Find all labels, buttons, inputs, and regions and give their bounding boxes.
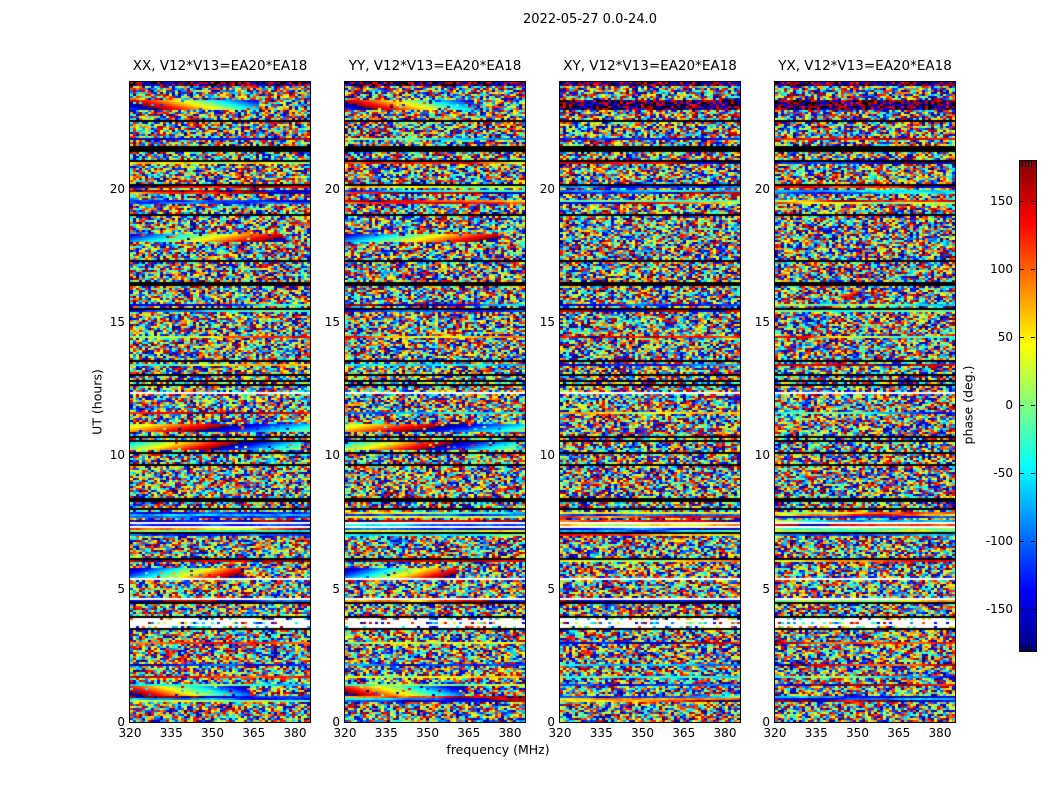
x-tick-label: 380: [928, 726, 952, 740]
x-tick-label: 380: [498, 726, 522, 740]
figure-title: 2022-05-27 0.0-24.0: [523, 12, 657, 27]
colorbar-tick-label: -100: [985, 534, 1013, 549]
x-tick-label: 365: [672, 726, 696, 740]
y-tick-label: 0: [117, 715, 125, 729]
y-tick-label: 20: [539, 181, 555, 196]
panel-title-xx: XX, V12*V13=EA20*EA18: [132, 58, 308, 74]
y-tick-label: 20: [324, 181, 340, 196]
colorbar-tick-mark: [1031, 609, 1035, 611]
y-axis-label: UT (hours): [89, 369, 105, 435]
colorbar-bottom-comb-ticks: [1022, 645, 1034, 651]
colorbar-tick-mark: [1020, 473, 1024, 475]
colorbar-tick-label: 0: [1005, 398, 1013, 412]
colorbar-tick-mark: [1020, 541, 1024, 543]
colorbar-tick-mark: [1031, 200, 1035, 202]
colorbar-tick-label: 100: [990, 261, 1013, 276]
x-tick-label: 320: [118, 726, 142, 740]
y-tick-label: 0: [762, 715, 770, 729]
colorbar-tick-label: 50: [997, 329, 1013, 344]
colorbar-tick-mark: [1031, 336, 1035, 338]
y-tick-label: 15: [754, 315, 770, 329]
panel-title-xy: XY, V12*V13=EA20*EA18: [563, 58, 737, 74]
panel-frame-xy: [559, 81, 741, 723]
x-axis-label: frequency (MHz): [446, 742, 550, 757]
colorbar-tick-mark: [1020, 609, 1024, 611]
x-tick-label: 365: [457, 726, 481, 740]
colorbar-tick-mark: [1031, 268, 1035, 270]
colorbar: [1019, 160, 1037, 652]
x-tick-label: 365: [242, 726, 266, 740]
x-tick-label: 365: [887, 726, 911, 740]
x-tick-label: 335: [804, 726, 828, 740]
y-tick-label: 0: [332, 715, 340, 729]
phase-heatmap-yy: [345, 82, 525, 722]
x-tick-label: 380: [283, 726, 307, 740]
colorbar-tick-mark: [1031, 541, 1035, 543]
y-tick-label: 5: [762, 581, 770, 596]
y-tick-label: 10: [754, 448, 770, 463]
y-tick-label: 10: [324, 448, 340, 463]
x-tick-label: 350: [201, 726, 224, 740]
x-tick-label: 320: [333, 726, 357, 740]
x-tick-label: 350: [631, 726, 654, 740]
panel-frame-yy: [344, 81, 526, 723]
colorbar-tick-mark: [1020, 268, 1024, 270]
panel-frame-yx: [774, 81, 956, 723]
y-tick-label: 5: [547, 581, 555, 596]
y-tick-label: 20: [754, 181, 770, 196]
x-tick-label: 350: [416, 726, 439, 740]
colorbar-tick-mark: [1020, 200, 1024, 202]
colorbar-tick-label: 150: [990, 193, 1013, 208]
colorbar-tick-mark: [1031, 473, 1035, 475]
colorbar-tick-mark: [1020, 336, 1024, 338]
y-tick-label: 10: [109, 448, 125, 463]
y-tick-label: 0: [547, 715, 555, 729]
colorbar-label: phase (deg.): [960, 365, 976, 445]
panel-frame-xx: [129, 81, 311, 723]
panel-title-yy: YY, V12*V13=EA20*EA18: [348, 58, 522, 74]
y-tick-label: 5: [332, 581, 340, 596]
colorbar-tick-label: -150: [985, 602, 1013, 617]
phase-heatmap-yx: [775, 82, 955, 722]
phase-heatmap-xx: [130, 82, 310, 722]
y-tick-label: 5: [117, 581, 125, 596]
x-tick-label: 335: [589, 726, 613, 740]
y-tick-label: 15: [539, 315, 555, 329]
panel-title-yx: YX, V12*V13=EA20*EA18: [778, 58, 952, 74]
y-tick-label: 15: [109, 315, 125, 329]
x-tick-label: 320: [548, 726, 572, 740]
colorbar-tick-mark: [1031, 405, 1035, 406]
x-tick-label: 335: [159, 726, 183, 740]
x-tick-label: 320: [763, 726, 787, 740]
phase-heatmap-xy: [560, 82, 740, 722]
y-tick-label: 20: [109, 181, 125, 196]
colorbar-tick-label: -50: [993, 466, 1013, 481]
x-tick-label: 335: [374, 726, 398, 740]
x-tick-label: 350: [846, 726, 869, 740]
x-tick-label: 380: [713, 726, 737, 740]
colorbar-top-comb-ticks: [1022, 161, 1034, 167]
y-tick-label: 10: [539, 448, 555, 463]
colorbar-tick-mark: [1020, 405, 1024, 406]
y-tick-label: 15: [324, 315, 340, 329]
